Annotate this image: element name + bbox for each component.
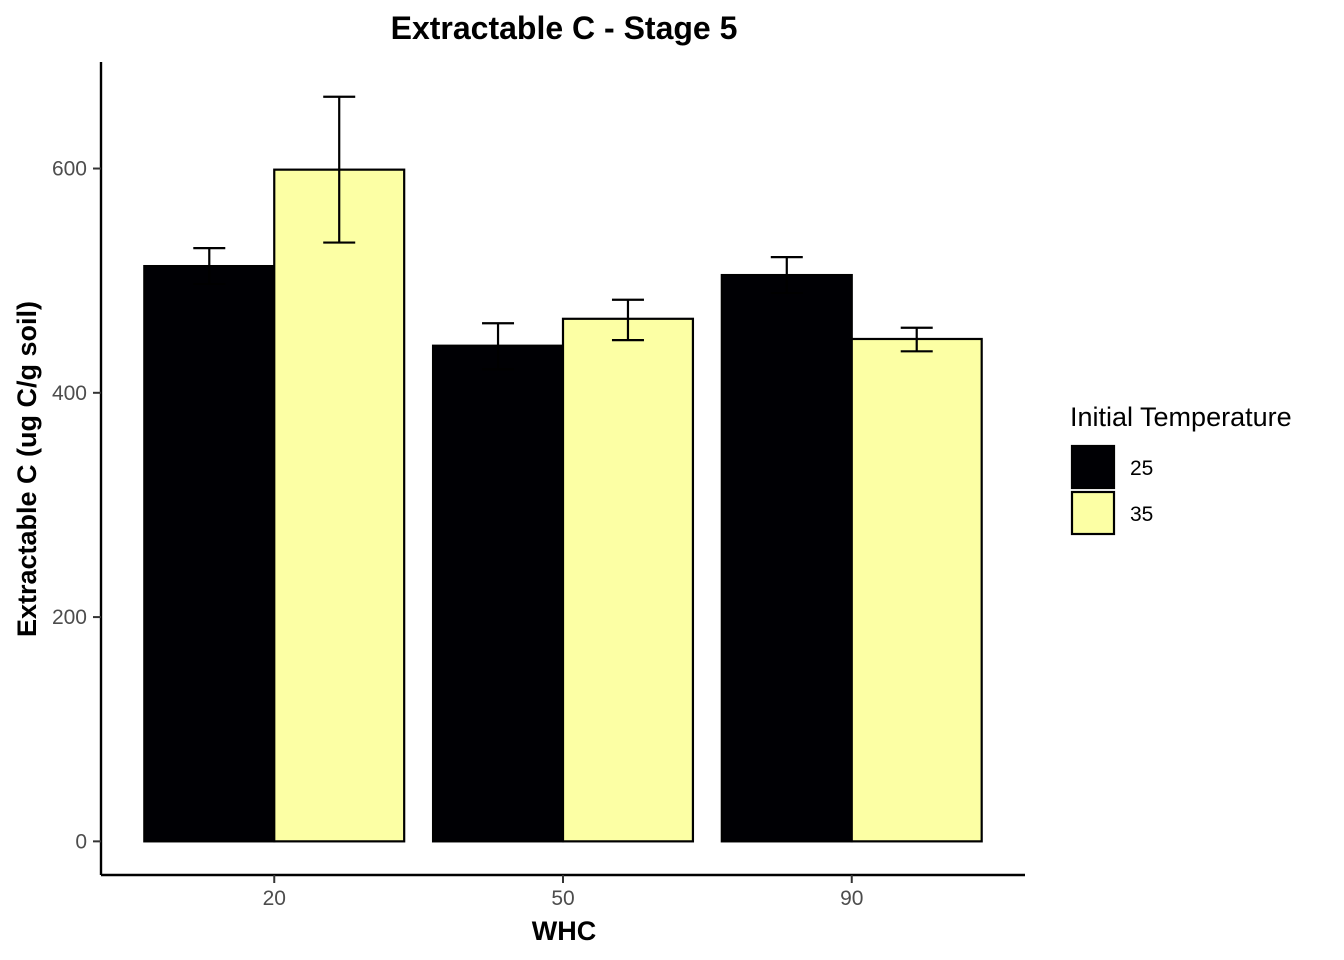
plot-area [143, 95, 983, 843]
x-axis-title: WHC [532, 916, 596, 946]
error-bar-25-20 [193, 247, 226, 286]
legend: Initial Temperature 25 35 [1070, 402, 1292, 536]
bar-35-50 [561, 317, 695, 843]
legend-items: 25 35 [1070, 444, 1153, 536]
chart-title: Extractable C - Stage 5 [391, 10, 738, 46]
y-axis-title: Extractable C (ug C/g soil) [12, 301, 42, 637]
y-tick-label: 200 [52, 606, 87, 629]
legend-key-35 [1070, 490, 1116, 536]
legend-label-35: 35 [1130, 503, 1153, 526]
x-tick-label: 20 [263, 887, 286, 910]
error-bar-25-50 [482, 322, 515, 371]
x-tick-label: 90 [840, 887, 863, 910]
bar-35-90 [850, 337, 983, 843]
bar-25-50 [431, 344, 565, 843]
legend-label-25: 25 [1130, 457, 1153, 480]
error-bar-35-50 [611, 298, 644, 342]
y-axis: 0 200 400 600 [52, 62, 103, 875]
bar-25-90 [720, 273, 853, 843]
x-tick-label: 50 [551, 887, 574, 910]
bar-35-20 [273, 168, 406, 843]
x-axis: 20 50 90 [101, 873, 1025, 910]
bar-25-20 [143, 264, 276, 843]
legend-title: Initial Temperature [1070, 402, 1292, 432]
y-tick-label: 0 [75, 830, 87, 853]
y-tick-label: 400 [52, 382, 87, 405]
y-tick-label: 600 [52, 158, 87, 181]
legend-key-25 [1070, 444, 1116, 490]
error-bar-35-90 [900, 326, 933, 353]
error-bar-25-90 [770, 256, 803, 295]
error-bar-35-20 [323, 95, 356, 244]
